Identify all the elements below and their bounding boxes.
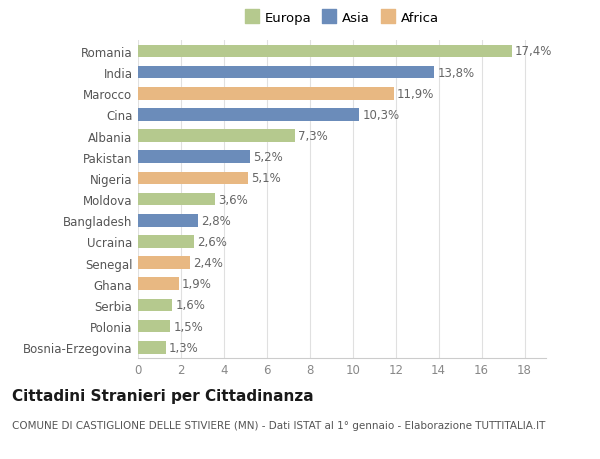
Text: 2,8%: 2,8% xyxy=(202,214,231,227)
Bar xyxy=(138,257,190,269)
Text: Cittadini Stranieri per Cittadinanza: Cittadini Stranieri per Cittadinanza xyxy=(12,388,314,403)
Bar xyxy=(138,299,172,312)
Text: 1,6%: 1,6% xyxy=(176,299,205,312)
Bar xyxy=(138,88,394,101)
Text: 11,9%: 11,9% xyxy=(397,88,434,101)
Text: 1,3%: 1,3% xyxy=(169,341,199,354)
Bar xyxy=(138,278,179,291)
Text: 2,6%: 2,6% xyxy=(197,235,227,248)
Text: 1,9%: 1,9% xyxy=(182,278,212,291)
Text: 3,6%: 3,6% xyxy=(218,193,248,206)
Bar xyxy=(138,130,295,143)
Bar xyxy=(138,151,250,164)
Bar xyxy=(138,235,194,248)
Bar xyxy=(138,67,434,79)
Bar xyxy=(138,193,215,206)
Text: 7,3%: 7,3% xyxy=(298,130,328,143)
Text: 2,4%: 2,4% xyxy=(193,257,223,269)
Bar xyxy=(138,214,198,227)
Text: COMUNE DI CASTIGLIONE DELLE STIVIERE (MN) - Dati ISTAT al 1° gennaio - Elaborazi: COMUNE DI CASTIGLIONE DELLE STIVIERE (MN… xyxy=(12,420,545,430)
Bar xyxy=(138,172,248,185)
Text: 13,8%: 13,8% xyxy=(437,67,475,79)
Text: 1,5%: 1,5% xyxy=(173,320,203,333)
Text: 5,2%: 5,2% xyxy=(253,151,283,164)
Text: 10,3%: 10,3% xyxy=(362,109,400,122)
Bar xyxy=(138,109,359,122)
Text: 17,4%: 17,4% xyxy=(515,45,552,58)
Bar xyxy=(138,320,170,333)
Bar xyxy=(138,341,166,354)
Text: 5,1%: 5,1% xyxy=(251,172,280,185)
Legend: Europa, Asia, Africa: Europa, Asia, Africa xyxy=(240,7,444,31)
Bar xyxy=(138,45,512,58)
